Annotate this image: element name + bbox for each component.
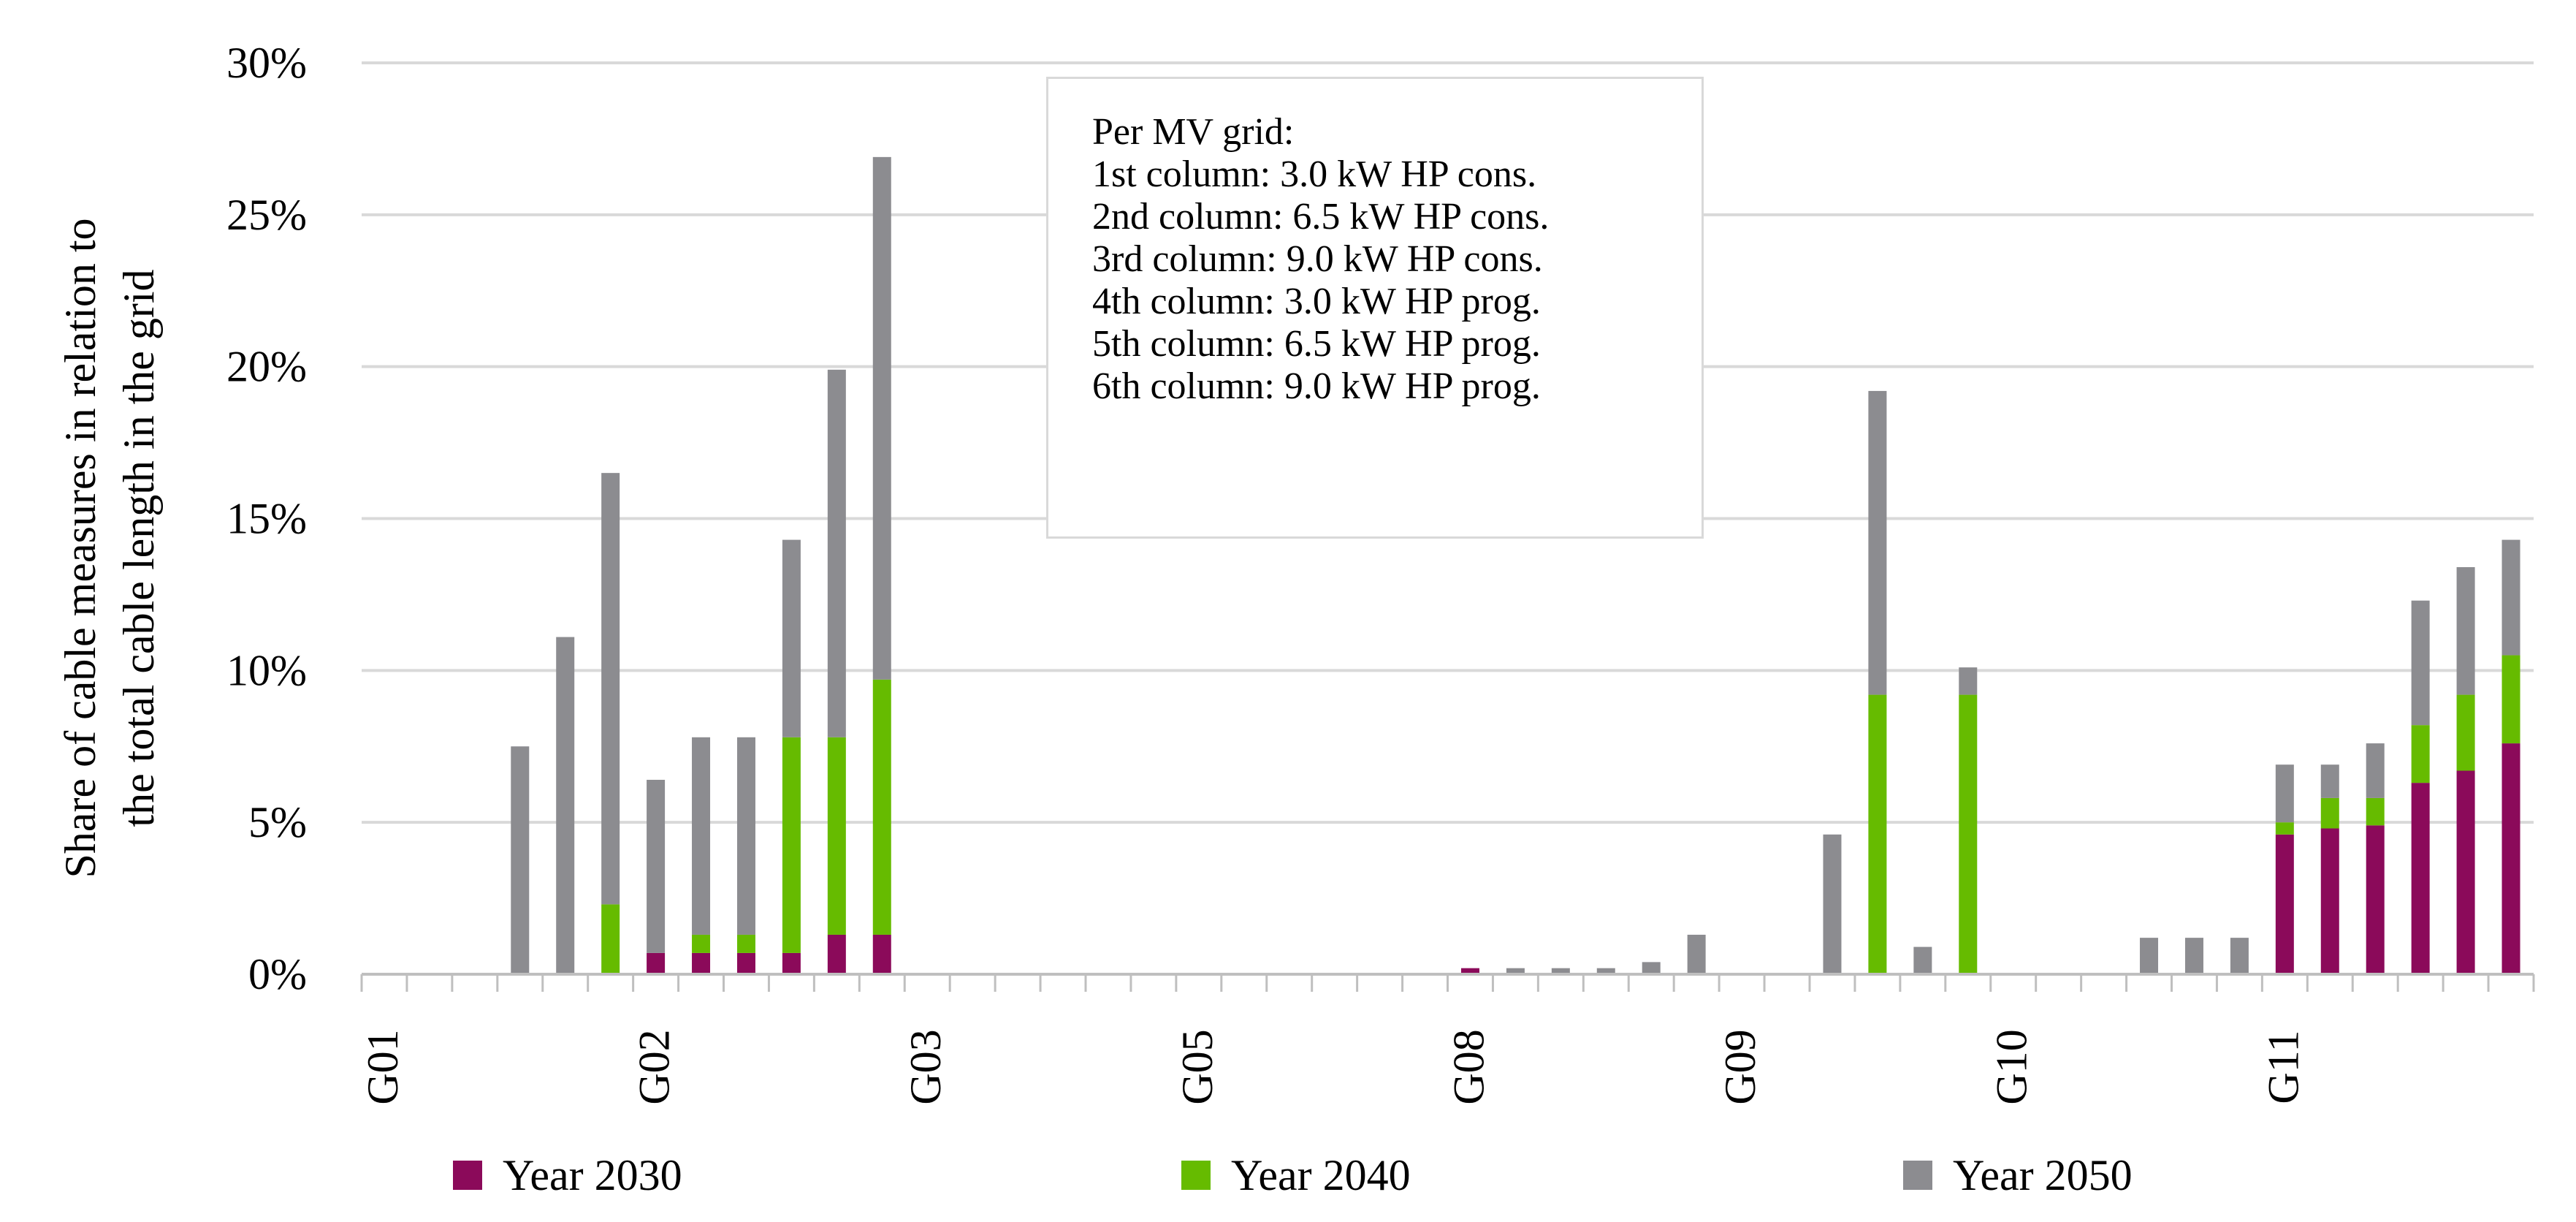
bar-year-2050-col-34	[1868, 390, 1887, 695]
x-tick-label-g01: G01	[359, 1029, 407, 1104]
bar-year-2050-col-41	[2184, 938, 2203, 974]
y-axis-title-line-1: Share of cable measures in relation to	[56, 218, 104, 878]
bar-year-2050-col-44	[2320, 764, 2339, 798]
legend-label-2040: Year 2040	[1231, 1150, 1411, 1199]
y-axis-title-wrap: Share of cable measures in relation to t…	[37, 73, 183, 1023]
annotation-line-1: 1st column: 3.0 kW HP cons.	[1092, 153, 1537, 195]
y-axis-title-line-2: the total cable length in the grid	[115, 269, 163, 827]
bar-year-2030-col-25	[1460, 968, 1479, 974]
bar-year-2050-col-30	[1687, 934, 1706, 974]
legend-item-2030[interactable]: Year 2030	[453, 1146, 682, 1204]
bar-year-2030-col-44	[2320, 828, 2339, 974]
bar-year-2050-col-27	[1551, 968, 1570, 974]
y-tick-label: 15%	[226, 495, 307, 543]
legend-label-2030: Year 2030	[503, 1150, 682, 1199]
y-tick-label: 0%	[248, 950, 307, 998]
bar-year-2050-col-45	[2366, 743, 2385, 798]
annotation-line-2: 2nd column: 6.5 kW HP cons.	[1092, 196, 1550, 238]
bar-year-2050-col-46	[2411, 600, 2430, 726]
bar-year-2030-col-48	[2501, 743, 2520, 974]
x-tick-label-g11: G11	[2259, 1030, 2307, 1104]
bars	[511, 156, 2520, 974]
bar-year-2040-col-48	[2501, 655, 2520, 744]
legend-item-2050[interactable]: Year 2050	[1903, 1146, 2133, 1204]
bar-year-2030-col-12	[872, 934, 891, 974]
bar-year-2030-col-43	[2275, 834, 2294, 974]
bar-year-2040-col-12	[872, 679, 891, 935]
bar-year-2050-col-26	[1506, 968, 1525, 974]
x-axis	[360, 973, 2535, 992]
y-axis: 0% 5% 10% 15% 20% 25% 30%	[226, 39, 307, 998]
bar-year-2050-col-28	[1596, 968, 1615, 974]
bar-year-2040-col-8	[692, 934, 711, 953]
bar-year-2040-col-46	[2411, 725, 2430, 783]
bar-year-2050-col-36	[1959, 667, 1978, 695]
bar-year-2050-col-10	[782, 539, 801, 737]
x-tick-label-g10: G10	[1988, 1029, 2036, 1104]
bar-year-2040-col-6	[601, 904, 620, 974]
bar-year-2050-col-42	[2230, 938, 2249, 974]
bar-year-2050-col-9	[736, 737, 755, 935]
bar-year-2050-col-35	[1913, 946, 1932, 974]
bar-year-2030-col-46	[2411, 783, 2430, 974]
legend-swatch-2050	[1903, 1161, 1932, 1190]
bar-year-2050-col-47	[2456, 567, 2475, 695]
bar-year-2030-col-47	[2456, 770, 2475, 974]
legend-label-2050: Year 2050	[1953, 1150, 2133, 1199]
bar-year-2040-col-36	[1959, 694, 1978, 974]
legend-swatch-2030	[453, 1161, 482, 1190]
bar-year-2050-col-6	[601, 473, 620, 905]
annotation-line-3: 3rd column: 9.0 kW HP cons.	[1092, 238, 1543, 280]
annotation-line-6: 6th column: 9.0 kW HP prog.	[1092, 365, 1541, 407]
annotation-line-4: 4th column: 3.0 kW HP prog.	[1092, 281, 1541, 322]
annotation-title: Per MV grid:	[1092, 111, 1295, 153]
y-tick-label: 5%	[248, 798, 307, 846]
bar-year-2030-col-45	[2366, 825, 2385, 974]
y-tick-label: 25%	[226, 191, 307, 239]
bar-year-2040-col-45	[2366, 797, 2385, 826]
bar-year-2050-col-8	[692, 737, 711, 935]
x-tick-label-g05: G05	[1173, 1029, 1222, 1104]
bar-year-2040-col-34	[1868, 694, 1887, 974]
bar-year-2030-col-10	[782, 952, 801, 974]
bar-year-2050-col-7	[647, 779, 666, 953]
bar-year-2040-col-9	[736, 934, 755, 953]
bar-year-2050-col-43	[2275, 764, 2294, 823]
x-tick-label-g03: G03	[902, 1029, 950, 1104]
legend-item-2040[interactable]: Year 2040	[1181, 1146, 1411, 1204]
bar-year-2050-col-12	[872, 156, 891, 680]
bar-year-2030-col-8	[692, 952, 711, 974]
bar-year-2050-col-29	[1642, 962, 1661, 974]
bar-year-2040-col-11	[827, 737, 846, 935]
x-tick-label-g09: G09	[1716, 1029, 1764, 1104]
bar-year-2030-col-7	[647, 952, 666, 974]
x-tick-labels: G01 G02 G03 G05 G08 G09 G10 G11	[359, 1029, 2307, 1104]
bar-year-2040-col-10	[782, 737, 801, 953]
bar-year-2050-col-33	[1823, 834, 1842, 974]
x-tick-label-g02: G02	[630, 1029, 679, 1104]
y-tick-label: 30%	[226, 39, 307, 87]
bar-year-2050-col-11	[827, 369, 846, 737]
legend-swatch-2040	[1181, 1161, 1211, 1190]
bar-year-2030-col-11	[827, 934, 846, 974]
annotation-line-5: 5th column: 6.5 kW HP prog.	[1092, 323, 1541, 365]
bar-year-2030-col-9	[736, 952, 755, 974]
annotation-box: Per MV grid: 1st column: 3.0 kW HP cons.…	[1046, 77, 1704, 539]
bar-year-2040-col-47	[2456, 694, 2475, 771]
x-tick-label-g08: G08	[1444, 1029, 1493, 1104]
y-axis-title: Share of cable measures in relation to t…	[51, 73, 168, 1023]
y-tick-label: 20%	[226, 343, 307, 391]
bar-year-2040-col-43	[2275, 822, 2294, 835]
bar-year-2050-col-4	[511, 746, 530, 974]
bar-year-2050-col-40	[2140, 938, 2159, 974]
bar-year-2050-col-5	[556, 637, 575, 974]
y-tick-label: 10%	[226, 646, 307, 694]
bar-year-2040-col-44	[2320, 797, 2339, 829]
bar-year-2050-col-48	[2501, 539, 2520, 656]
